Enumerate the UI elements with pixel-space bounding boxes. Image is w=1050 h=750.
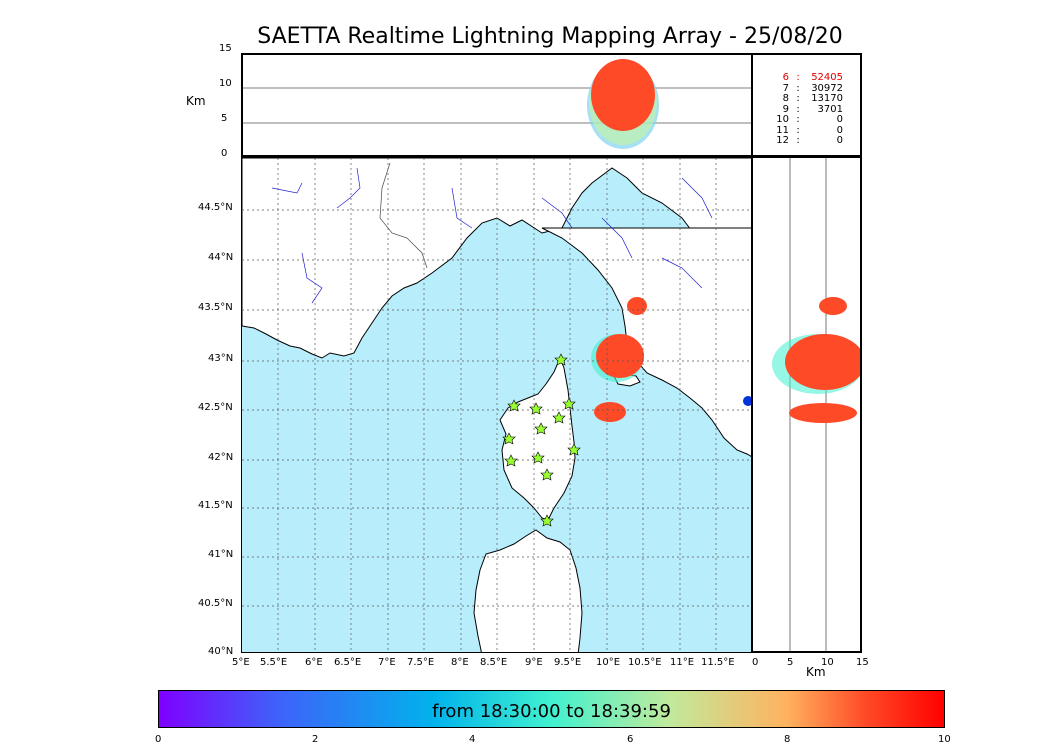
count-row: 8:13170 (782, 93, 843, 104)
time-colorbar: from 18:30:00 to 18:39:59 (158, 690, 945, 728)
lon-tick: 6.5°E (334, 657, 362, 668)
lat-tick: 42.5°N (198, 402, 233, 413)
station-marker (502, 432, 516, 445)
lon-tick: 11.5°E (701, 657, 735, 668)
lat-tick: 42°N (208, 452, 234, 463)
station-marker (531, 451, 545, 464)
lat-tick: 43.5°N (198, 302, 233, 313)
count-row: 10:0 (776, 114, 843, 125)
colorbar-tick: 6 (627, 734, 634, 745)
station-marker (540, 514, 554, 527)
colorbar-tick: 2 (312, 734, 319, 745)
lon-tick: 8.5°E (480, 657, 508, 668)
altitude-panel (241, 53, 753, 157)
station-marker (567, 443, 581, 456)
alt-tick: 10 (219, 78, 232, 89)
count-row: 12:0 (776, 135, 843, 146)
lon-tick: 7°E (378, 657, 396, 668)
country-borders (379, 162, 428, 269)
map-title: SAETTA Realtime Lightning Mapping Array … (257, 24, 843, 49)
lat-tick: 44.5°N (198, 202, 233, 213)
lon-tick: 9.5°E (554, 657, 582, 668)
lon-tick: 10.5°E (628, 657, 662, 668)
colorbar-label: from 18:30:00 to 18:39:59 (432, 701, 671, 722)
side-lightning-clusters (772, 297, 860, 423)
station-marker (554, 353, 568, 366)
side-km-tick: 0 (752, 657, 759, 668)
count-row: 9:3701 (782, 103, 843, 115)
sardinia (473, 529, 583, 652)
station-marker (507, 399, 521, 412)
colorbar-tick: 0 (155, 734, 162, 745)
station-marker (504, 454, 518, 467)
altitude-axis-label: Km (186, 94, 206, 108)
lat-tick: 43°N (208, 353, 234, 364)
count-row: 11:0 (776, 124, 843, 136)
lat-tick: 40°N (208, 646, 234, 657)
count-row: 6:52405 (782, 72, 843, 83)
map-panel (241, 156, 753, 653)
lat-tick: 41.5°N (198, 500, 233, 511)
lat-tick: 44°N (208, 252, 234, 263)
colorbar-tick: 8 (784, 734, 791, 745)
station-marker (540, 468, 554, 481)
side-km-tick: 10 (821, 657, 834, 668)
map-svg (242, 158, 751, 652)
lon-tick: 10°E (596, 657, 621, 668)
lat-tick: 40.5°N (198, 598, 233, 609)
station-marker (562, 397, 576, 410)
lon-tick: 5°E (232, 657, 250, 668)
lightning-clusters (591, 297, 751, 422)
graticule (242, 158, 751, 652)
side-km-tick: 5 (787, 657, 794, 668)
lon-tick: 6°E (305, 657, 323, 668)
lon-tick: 5.5°E (260, 657, 288, 668)
lightning-point-east (743, 396, 751, 406)
side-km-tick: 15 (856, 657, 869, 668)
lon-tick: 9°E (525, 657, 543, 668)
station-marker (534, 422, 548, 435)
station-counts: 6:52405 7:30972 8:13170 9:3701 10:0 11:0… (752, 72, 860, 147)
lon-tick: 8°E (451, 657, 469, 668)
alt-tick: 15 (219, 43, 232, 54)
station-marker (529, 402, 543, 415)
colorbar-tick: 4 (469, 734, 476, 745)
lat-tick: 41°N (208, 549, 234, 560)
side-axis-label: Km (806, 665, 826, 679)
side-altitude-panel (751, 156, 862, 653)
corsica (499, 356, 576, 521)
lon-tick: 7.5°E (407, 657, 435, 668)
alt-tick: 5 (221, 113, 228, 124)
station-marker (552, 411, 566, 424)
rivers (271, 167, 713, 304)
altitude-lightning-cluster (587, 59, 659, 149)
colorbar-tick: 10 (938, 734, 951, 745)
stations (502, 353, 581, 527)
lon-tick: 11°E (670, 657, 695, 668)
alt-tick: 0 (221, 148, 228, 159)
counts-panel (751, 53, 862, 157)
count-row: 7:30972 (782, 82, 843, 94)
